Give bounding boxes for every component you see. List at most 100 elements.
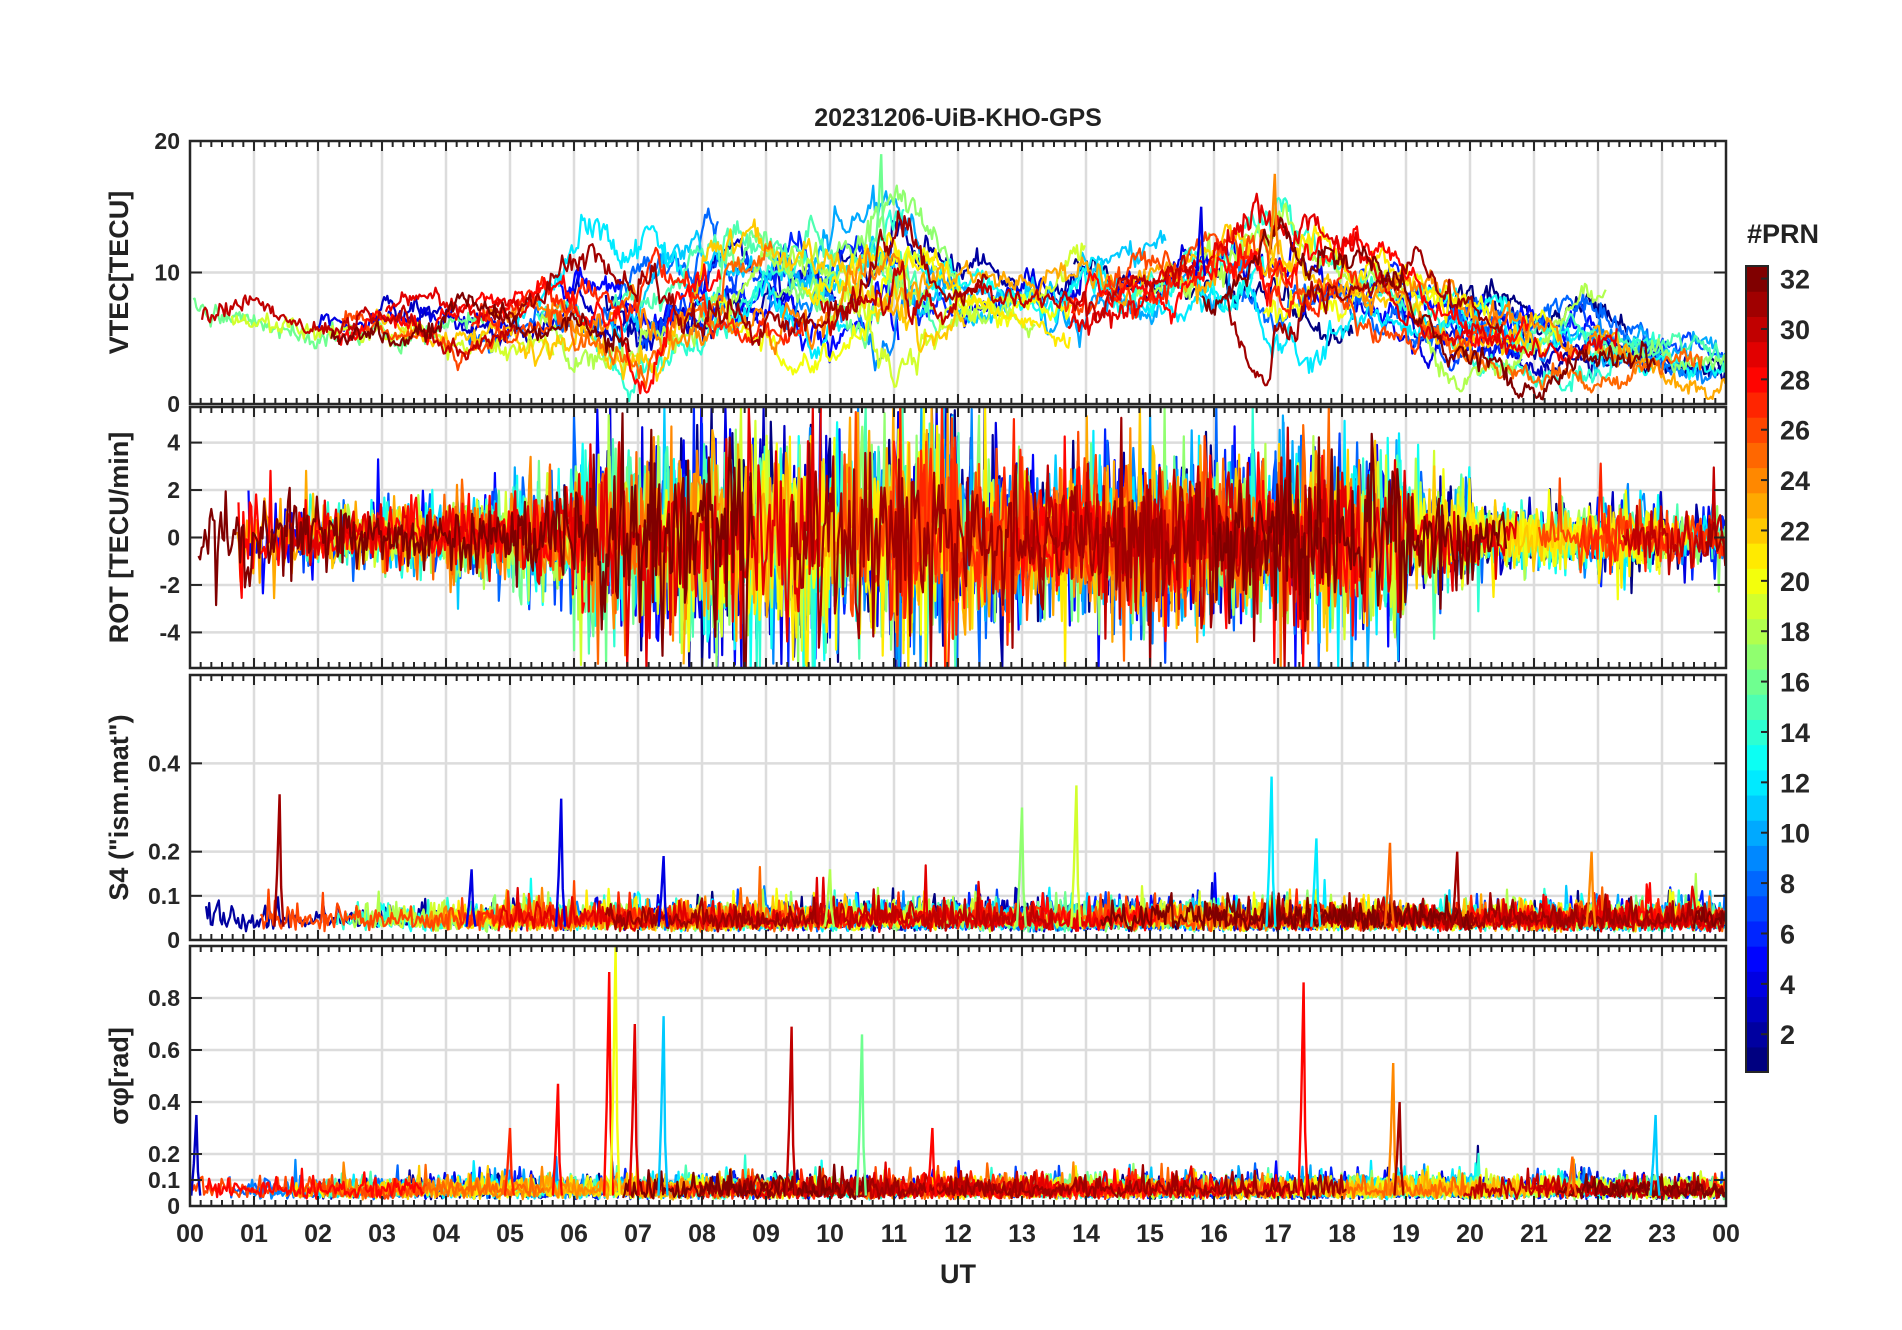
x-tick-label: 05	[496, 1220, 524, 1248]
series-prn-13	[1413, 283, 1726, 381]
grid-s4	[190, 675, 1726, 940]
x-tick-label: 11	[881, 1220, 908, 1248]
series-group-s4	[204, 776, 1726, 933]
colorbar-bin	[1746, 870, 1768, 897]
y-tick-label: 0.8	[148, 985, 180, 1011]
peak-prn-25	[1566, 1156, 1578, 1196]
colorbar-bin	[1746, 769, 1768, 796]
colorbar-bin	[1746, 971, 1768, 998]
series-prn-32	[1210, 432, 1508, 625]
x-tick-label: 13	[1008, 1220, 1036, 1248]
peak-prn-31	[273, 794, 285, 927]
colorbar-bin	[1746, 517, 1768, 544]
colorbar-bin	[1746, 618, 1768, 645]
colorbar-bin	[1746, 568, 1768, 595]
series-prn-32	[1100, 892, 1474, 933]
x-tick-label: 10	[816, 1220, 844, 1248]
peak-prn-28	[551, 1083, 564, 1196]
panel-sigma_phi: 00.10.2 0.4 0.6 0.8 σφ[rad]	[104, 944, 1728, 1219]
peak-prn-31	[1450, 851, 1463, 927]
colorbar-tick-label: 2	[1780, 1020, 1795, 1050]
colorbar-tick-label: 4	[1780, 970, 1795, 1000]
y-tick-label: 0.6	[148, 1037, 180, 1063]
colorbar-bin	[1746, 1021, 1768, 1048]
colorbar-tick-label: 8	[1780, 869, 1795, 899]
y-tick-label: 0.4	[148, 750, 180, 776]
peak-prn-16	[855, 1034, 868, 1196]
series-prn-30	[819, 254, 1194, 337]
colorbar-tick-label: 6	[1780, 919, 1795, 949]
colorbar-bin	[1746, 820, 1768, 846]
peak-prn-20	[609, 946, 621, 1196]
x-tick-label: 00	[176, 1220, 204, 1248]
x-tick-label: 16	[1200, 1220, 1228, 1248]
colorbar-tick-label: 16	[1780, 668, 1810, 698]
series-prn-31	[604, 896, 820, 933]
panel-s4: 0 0.1 0.2 0.4 S4 ("ism.mat")	[104, 673, 1728, 953]
colorbar-bin	[1746, 845, 1768, 872]
series-prn-31	[1224, 245, 1504, 387]
x-tick-label: 07	[624, 1220, 652, 1248]
colorbar-tick-label: 28	[1780, 365, 1810, 395]
series-prn-25	[406, 1163, 546, 1199]
series-prn-31	[1206, 891, 1726, 932]
colorbar-tick-label: 12	[1780, 768, 1810, 798]
colorbar-title: #PRN	[1747, 219, 1819, 249]
colorbar-tick-label: 18	[1780, 617, 1810, 647]
series-prn-32	[330, 291, 632, 354]
x-tick-label: 15	[1136, 1220, 1164, 1248]
series-prn-29	[1067, 192, 1618, 367]
colorbar-bin	[1746, 719, 1768, 746]
colorbar-tick-label: 30	[1780, 315, 1810, 345]
series-prn-32	[1556, 1173, 1726, 1200]
series-prn-28	[336, 263, 722, 395]
series-group-rot	[197, 407, 1726, 668]
y-tick-label: 10	[154, 260, 180, 286]
x-tick-label: 02	[304, 1220, 332, 1248]
series-prn-29	[384, 286, 529, 324]
series-prn-32	[197, 412, 755, 668]
series-prn-12	[514, 213, 848, 360]
colorbar-bin	[1746, 643, 1768, 670]
series-prn-26	[341, 302, 582, 372]
colorbar-tick-label: 22	[1780, 516, 1810, 546]
colorbar-bin	[1746, 442, 1768, 469]
y-tick-label: 0	[167, 391, 180, 417]
panel-vtec: 0 10 20 VTEC[TECU]	[104, 128, 1728, 417]
x-tick-label: 09	[752, 1220, 780, 1248]
peak-prn-3	[190, 1114, 202, 1196]
colorbar-bin	[1746, 920, 1768, 947]
colorbar-bin	[1746, 366, 1768, 393]
x-tick-label: 06	[560, 1220, 588, 1248]
y-tick-label: 0	[167, 525, 180, 551]
y-tick-label: 4	[167, 430, 180, 456]
series-group-vtec	[192, 154, 1726, 403]
colorbar-bin	[1746, 744, 1768, 771]
colorbar-bin	[1746, 417, 1768, 443]
grid-sigma_phi	[190, 946, 1726, 1206]
y-tick-label: 2	[167, 477, 180, 503]
colorbar-tick-label: 26	[1780, 416, 1810, 446]
y-axis-label-vtec: VTEC[TECU]	[104, 191, 134, 355]
y-tick-label: 20	[154, 128, 180, 154]
series-prn-17	[1592, 337, 1726, 375]
series-prn-22	[374, 218, 967, 382]
panel-rot: -4 -2 0 2 4 ROT [TECU/min]	[104, 405, 1728, 670]
series-prn-30	[813, 888, 1054, 932]
peak-prn-19	[1070, 785, 1082, 927]
x-tick-label: 17	[1264, 1220, 1292, 1248]
series-prn-29	[497, 864, 1114, 933]
peak-prn-18	[823, 869, 836, 927]
colorbar-bin	[1746, 996, 1768, 1023]
colorbar-tick-label: 24	[1780, 466, 1810, 496]
figure-title: 20231206-UiB-KHO-GPS	[814, 104, 1102, 132]
series-prn-27	[470, 246, 805, 346]
series-prn-30	[200, 294, 517, 361]
colorbar-bin	[1746, 794, 1768, 821]
peak-prn-30	[785, 1026, 797, 1196]
peak-prn-4	[465, 869, 477, 927]
y-tick-label: 0.1	[148, 1167, 180, 1193]
y-axis-label-s4: S4 ("ism.mat")	[104, 714, 134, 900]
